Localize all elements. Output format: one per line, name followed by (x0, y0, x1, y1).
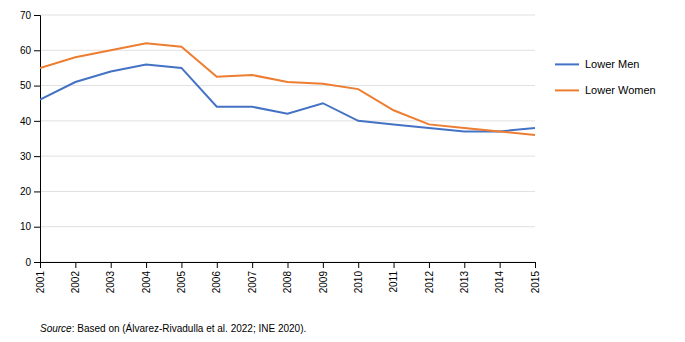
y-tick-label: 70 (20, 10, 32, 21)
y-tick-mark (34, 156, 40, 157)
y-axis: 0 10 20 30 40 50 60 70 (20, 10, 41, 268)
x-axis: 2001 2002 2003 2004 2005 2006 2007 2008 2009 2010… (35, 262, 541, 293)
x-tick-mark (111, 262, 112, 268)
x-tick-label: 2006 (211, 271, 222, 294)
y-tick: 60 (20, 45, 40, 56)
y-tick: 20 (20, 186, 40, 197)
y-tick-mark (34, 121, 40, 122)
x-tick-label: 2004 (141, 271, 152, 294)
legend-label: Lower Men (585, 58, 639, 70)
x-tick: 2002 (70, 262, 81, 293)
y-tick-label: 10 (20, 221, 32, 232)
source-text: Source (40, 323, 72, 334)
source: Source: Based on (Álvarez-Rivadulla et a… (40, 322, 306, 334)
y-tick: 40 (20, 116, 40, 127)
x-tick-mark (252, 262, 253, 268)
y-tick-mark (34, 15, 40, 16)
x-tick-mark (500, 262, 501, 268)
y-axis-line (34, 16, 41, 263)
x-tick-label: 2014 (494, 271, 505, 294)
x-tick-label: 2013 (459, 271, 470, 294)
y-tick-label: 30 (20, 151, 32, 162)
y-tick-label: 20 (20, 186, 32, 197)
grid-line (40, 226, 535, 227)
y-tick-mark (34, 50, 40, 51)
legend-label: Lower Women (585, 84, 656, 96)
x-tick: 2007 (247, 262, 258, 293)
source-text: : Based on (Álvarez-Rivadulla et al. 202… (72, 322, 307, 334)
y-tick-label: 50 (20, 80, 32, 91)
grid-line (40, 85, 535, 86)
x-tick-mark (288, 262, 289, 268)
y-tick-label: 0 (25, 257, 31, 268)
x-tick-mark (146, 262, 147, 268)
x-tick-mark (323, 262, 324, 268)
x-tick-label: 2003 (105, 271, 116, 294)
x-tick-label: 2010 (353, 271, 364, 294)
x-tick-mark (394, 262, 395, 268)
x-tick-label: 2005 (176, 271, 187, 294)
y-tick: 0 (25, 257, 40, 268)
grid-line (40, 156, 535, 157)
y-tick-mark (34, 86, 40, 87)
plot: 2001200220032004200520062007200820092010… (20, 10, 541, 294)
y-tick: 30 (20, 151, 40, 162)
legend-swatch (555, 89, 579, 91)
grid (40, 15, 535, 262)
x-tick-label: 2011 (388, 271, 399, 293)
chart: 2001200220032004200520062007200820092010… (0, 0, 685, 342)
y-tick: 70 (20, 10, 40, 21)
x-tick-mark (358, 262, 359, 268)
lines (40, 43, 535, 135)
x-tick-label: 2008 (282, 271, 293, 294)
x-tick: 2006 (211, 262, 222, 293)
x-tick-mark (429, 262, 430, 268)
y-tick-mark (34, 191, 40, 192)
x-tick-label: 2007 (247, 271, 258, 294)
x-axis-line (41, 263, 536, 269)
x-tick: 2004 (141, 262, 152, 293)
line (40, 64, 535, 131)
x-tick: 2013 (459, 262, 470, 293)
x-tick-label: 2012 (424, 271, 435, 294)
x-tick: 2010 (353, 262, 364, 293)
x-tick-label: 2002 (70, 271, 81, 294)
legend-item: Lower Men (555, 58, 639, 70)
x-tick-mark (464, 262, 465, 268)
x-tick: 2009 (318, 262, 329, 293)
x-tick: 2014 (494, 262, 505, 293)
grid-line (40, 15, 535, 16)
x-tick-label: 2001 (35, 271, 46, 294)
x-tick: 2008 (282, 262, 293, 293)
x-tick-mark (75, 262, 76, 268)
y-tick-mark (34, 262, 40, 263)
x-tick: 2011 (388, 262, 399, 293)
x-tick: 2001 (35, 262, 46, 293)
x-tick-mark (217, 262, 218, 268)
y-tick-label: 40 (20, 116, 32, 127)
grid-line (40, 120, 535, 121)
line (40, 43, 535, 135)
legend-item: Lower Women (555, 84, 656, 96)
x-tick: 2003 (105, 262, 116, 293)
y-tick-label: 60 (20, 45, 32, 56)
y-tick-mark (34, 227, 40, 228)
y-tick: 10 (20, 221, 40, 232)
x-tick: 2005 (176, 262, 187, 293)
x-tick-mark (181, 262, 182, 268)
grid-line (40, 191, 535, 192)
legend-swatch (555, 63, 579, 65)
x-tick-label: 2015 (530, 271, 541, 294)
x-tick: 2012 (424, 262, 435, 293)
x-tick: 2015 (530, 262, 541, 293)
x-tick-label: 2009 (318, 271, 329, 294)
legend: Lower Men Lower Women (555, 58, 656, 96)
y-tick: 50 (20, 80, 40, 91)
x-tick-mark (535, 262, 536, 268)
